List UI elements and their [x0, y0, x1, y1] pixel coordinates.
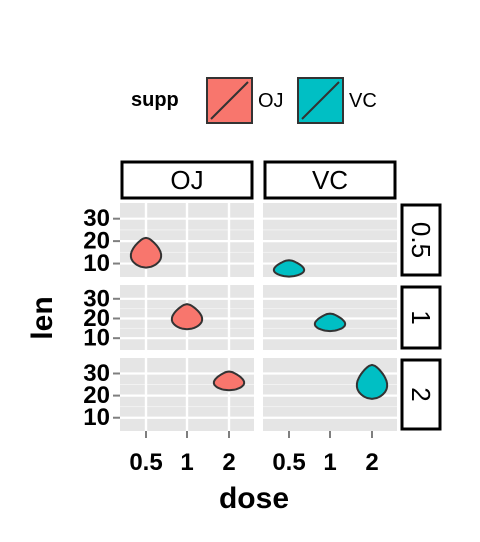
- legend-key-slash: [210, 81, 249, 120]
- x-axis-title: dose: [219, 482, 289, 515]
- legend-key-slash: [301, 81, 340, 120]
- y-tick-label: 20: [83, 305, 110, 332]
- y-tick-label: 30: [83, 285, 110, 312]
- facet-strip-label: 1: [406, 310, 436, 324]
- y-tick-label: 20: [83, 382, 110, 409]
- legend-label: OJ: [258, 90, 284, 112]
- x-tick-label: 2: [365, 449, 378, 476]
- violin-OJ-2: [212, 370, 246, 392]
- x-tick-label: 1: [323, 449, 336, 476]
- facet-strip-label: 2: [406, 387, 436, 401]
- legend-title: supp: [131, 89, 179, 111]
- facet-strip-VC: [263, 160, 397, 200]
- y-axis-title: len: [26, 296, 59, 339]
- x-tick-label: 1: [180, 449, 193, 476]
- x-tick-label: 0.5: [129, 449, 162, 476]
- y-tick-label: 30: [83, 360, 110, 387]
- y-tick-label: 20: [83, 228, 110, 255]
- y-tick-label: 30: [83, 205, 110, 232]
- violin-OJ-0.5: [129, 236, 163, 269]
- facet-strip-OJ: [120, 160, 254, 200]
- facet-strip-1: [400, 285, 442, 350]
- facet-strip-0.5: [400, 203, 442, 277]
- y-tick-label: 10: [83, 404, 110, 431]
- facet-strip-2: [400, 358, 442, 431]
- facet-strip-label: OJ: [170, 165, 203, 195]
- violin-VC-2: [355, 363, 389, 400]
- x-tick-label: 2: [222, 449, 235, 476]
- violin-VC-0.5: [272, 259, 306, 278]
- legend-label: VC: [349, 90, 377, 112]
- y-tick-label: 10: [83, 250, 110, 277]
- x-tick-label: 0.5: [272, 449, 305, 476]
- violin-VC-1: [313, 312, 347, 333]
- violin-OJ-1: [170, 303, 204, 331]
- facet-strip-label: VC: [312, 165, 348, 195]
- y-tick-label: 10: [83, 325, 110, 352]
- facet-strip-label: 0.5: [406, 222, 436, 258]
